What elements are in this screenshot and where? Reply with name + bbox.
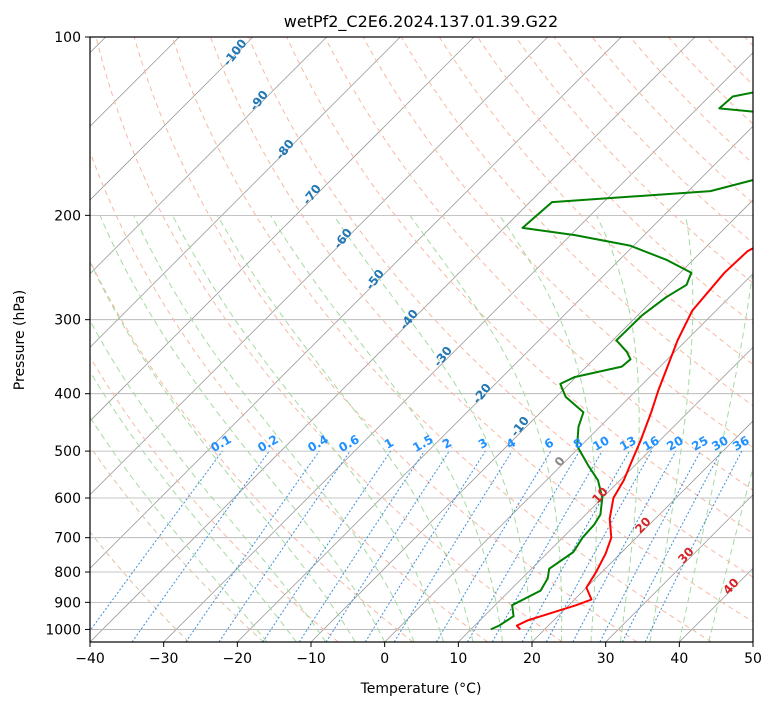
- x-tick-label: −20: [223, 651, 253, 667]
- moist-adiabat-line: [90, 260, 356, 642]
- isotherm-line: [531, 420, 753, 642]
- mixing-ratio-line: [521, 450, 630, 642]
- mixing-ratio-line: [262, 450, 392, 642]
- isobar-grid: [90, 37, 753, 630]
- chart-title: wetPf2_C2E6.2024.137.01.39.G22: [284, 12, 558, 32]
- dewpoint-line: [490, 91, 753, 631]
- moist-adiabat-line: [90, 370, 297, 642]
- y-tick-label: 300: [54, 313, 81, 329]
- moist-adiabat-line: [99, 215, 386, 642]
- mixing-ratio-line: [545, 450, 653, 642]
- moist-adiabat-line: [596, 215, 640, 642]
- x-tick-label: 10: [449, 651, 467, 667]
- y-axis-ticks: 1000 900 800 700 600 500 400 300 200 100: [45, 30, 90, 638]
- isotherm-line: [90, 37, 475, 422]
- isotherm-line: [90, 37, 622, 569]
- plot-frame: [89, 36, 754, 643]
- mixing-ratio-line: [185, 450, 320, 642]
- moist-adiabat-line: [133, 215, 415, 642]
- mixing-ratio-line: [621, 450, 722, 642]
- isotherm-line: [90, 37, 254, 201]
- x-tick-label: −40: [75, 651, 105, 667]
- isotherm-line: [384, 273, 753, 642]
- dry-adiabat-line: [90, 259, 414, 642]
- dry-adiabat-line: [438, 37, 753, 366]
- y-tick-label: 800: [54, 565, 81, 581]
- x-tick-label: −10: [296, 651, 326, 667]
- dry-adiabat-line: [90, 356, 339, 642]
- x-tick-label: −30: [149, 651, 179, 667]
- temperature-line: [515, 247, 753, 631]
- moist-adiabat-line: [217, 215, 474, 642]
- moist-adiabat-line: [409, 215, 563, 642]
- moist-adiabat-line: [90, 319, 327, 642]
- mixing-ratio-line: [218, 450, 351, 642]
- mixing-ratio-line: [131, 450, 270, 642]
- moist-adiabats: [90, 215, 753, 642]
- isotherm-line: [90, 37, 401, 348]
- dry-adiabat-line: [286, 37, 753, 534]
- mixing-ratio-line: [491, 450, 603, 642]
- isotherm-line: [163, 52, 753, 642]
- mixing-ratio-line: [90, 450, 223, 632]
- x-axis-ticks: −40 −30 −20 −10 0 10 20 30 40 50: [75, 642, 762, 667]
- x-tick-label: 40: [670, 651, 688, 667]
- mixing-ratio-line: [325, 450, 450, 642]
- isotherm-grid: [90, 37, 753, 642]
- isotherm-line: [90, 37, 696, 642]
- profile-series: [490, 91, 753, 631]
- x-tick-label: 0: [380, 651, 389, 667]
- y-axis-label: Pressure (hPa): [12, 290, 28, 390]
- dry-adiabat-line: [133, 37, 638, 642]
- y-tick-label: 500: [54, 444, 81, 460]
- moist-adiabat-line: [678, 265, 753, 642]
- isotherm-line: [90, 37, 548, 496]
- mixing-ratio-lines: [90, 450, 743, 642]
- dry-adiabat-line: [324, 37, 753, 491]
- moist-adiabat-line: [270, 215, 503, 642]
- x-tick-label: 20: [523, 651, 541, 667]
- moist-adiabat-line: [649, 215, 694, 642]
- y-tick-label: 900: [54, 595, 81, 611]
- isotherm-line: [605, 494, 753, 642]
- moist-adiabat-line: [172, 215, 445, 642]
- y-tick-label: 700: [54, 531, 81, 547]
- dry-adiabat-line: [90, 531, 190, 642]
- y-tick-label: 100: [54, 30, 81, 46]
- mixing-ratio-line: [644, 450, 743, 642]
- dry-adiabat-line: [90, 150, 488, 642]
- x-tick-label: 50: [744, 651, 762, 667]
- isotherm-line: [90, 37, 327, 275]
- y-tick-label: 600: [54, 491, 81, 507]
- isotherm-line: [237, 125, 753, 642]
- y-tick-label: 1000: [45, 622, 81, 638]
- x-axis-label: Temperature (°C): [360, 681, 482, 697]
- y-tick-label: 400: [54, 387, 81, 403]
- moist-adiabat-line: [333, 215, 533, 642]
- moist-adiabat-line: [90, 416, 268, 642]
- mixing-ratio-line: [393, 450, 513, 642]
- dry-adiabat-line: [95, 37, 563, 642]
- mixing-ratio-line: [572, 450, 677, 642]
- mixing-ratio-line: [298, 450, 425, 642]
- y-tick-label: 200: [54, 208, 81, 224]
- dry-adiabats: [90, 37, 753, 642]
- x-tick-label: 30: [597, 651, 615, 667]
